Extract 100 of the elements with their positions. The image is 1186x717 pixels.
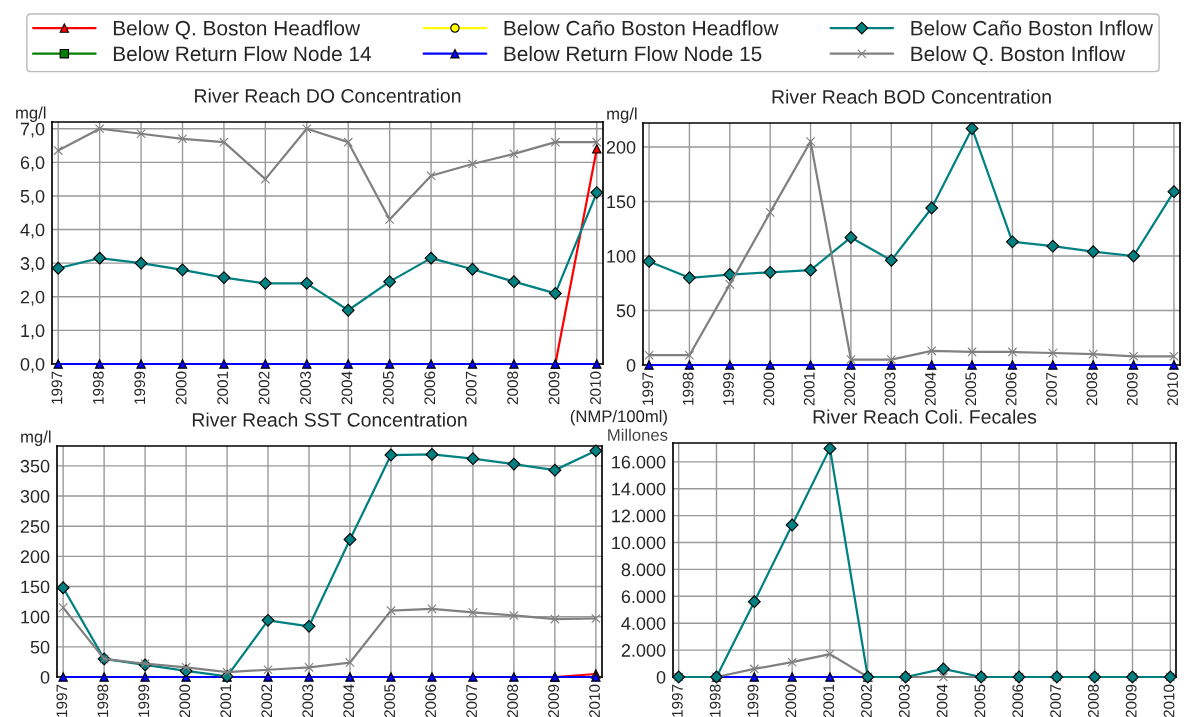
x-tick-label: 2010: [590, 371, 601, 405]
x-tick-label: 2007: [465, 371, 477, 405]
x-tick-label: 1997: [56, 684, 68, 717]
x-tick-label: 2006: [1005, 372, 1017, 406]
y-tick-label: 300: [20, 489, 50, 503]
y-tick-label: 250: [20, 520, 50, 533]
legend-label: Below Q. Boston Inflow: [911, 45, 1126, 65]
x-tick-label: 1999: [723, 372, 734, 405]
x-tick-label: 2007: [1046, 372, 1057, 406]
y-tick-label: 2,0: [20, 290, 45, 306]
y-tick-label: 12.000: [612, 509, 666, 523]
y-tick-label: 350: [20, 459, 50, 473]
y-tick-label: 150: [607, 195, 636, 209]
x-tick-label: 2000: [175, 371, 187, 405]
x-tick-label: 2004: [341, 371, 353, 405]
legend-label: Below Caño Boston Headflow: [504, 20, 779, 36]
y-tick-label: 4.000: [621, 617, 666, 630]
chart-title: River Reach BOD Concentration: [772, 89, 1051, 104]
x-tick-label: 2009: [1125, 684, 1137, 717]
legend-label: Below Return Flow Node 15: [504, 45, 762, 62]
x-tick-label: 2004: [343, 684, 355, 717]
x-tick-label: 1997: [51, 371, 63, 404]
x-tick-label: 2009: [548, 684, 559, 717]
x-tick-label: 1999: [138, 684, 150, 717]
y-tick-label: 7,0: [20, 122, 45, 138]
x-tick-label: 2010: [1163, 684, 1175, 717]
x-tick-label: 2003: [884, 372, 896, 406]
chart-title: River Reach SST Concentration: [192, 412, 467, 427]
y-tick-label: 0: [626, 358, 636, 372]
x-tick-label: 2010: [1167, 372, 1179, 406]
y-tick-label: 10.000: [612, 536, 666, 550]
y-tick-label: 5,0: [20, 189, 45, 205]
x-tick-label: 2007: [466, 684, 478, 717]
x-tick-label: 2005: [382, 371, 394, 405]
x-tick-label: 2002: [258, 371, 270, 405]
legend-label: Below Caño Boston Inflow: [911, 20, 1153, 36]
x-tick-label: 2008: [507, 371, 519, 405]
x-tick-label: 2002: [844, 372, 856, 406]
chart-title: River Reach DO Concentration: [195, 88, 461, 103]
legend-label: Below Return Flow Node 14: [113, 45, 372, 62]
x-tick-label: 2002: [261, 684, 273, 717]
y-tick-label: 1,0: [21, 324, 45, 340]
x-tick-label: 2001: [220, 684, 232, 717]
x-tick-label: 2006: [425, 684, 437, 717]
x-tick-label: 2005: [965, 372, 977, 406]
x-tick-label: 2008: [507, 684, 518, 717]
x-tick-label: 1997: [671, 684, 683, 717]
x-tick-label: 1998: [709, 684, 721, 717]
x-tick-label: 1998: [97, 684, 109, 717]
x-tick-label: 2004: [936, 684, 948, 717]
text: Millones: [608, 428, 668, 441]
x-tick-label: 2005: [384, 684, 396, 717]
legend-label: Below Q. Boston Headflow: [113, 20, 361, 40]
x-tick-label: 2008: [1087, 684, 1099, 717]
x-tick-label: 2008: [1086, 372, 1098, 406]
y-tick-label: 100: [21, 610, 50, 624]
x-tick-label: 2000: [785, 684, 797, 717]
x-tick-label: 2001: [217, 371, 229, 405]
y-axis-title: (NMP/100ml): [570, 409, 667, 426]
x-tick-label: 2007: [1050, 684, 1061, 717]
x-tick-label: 2009: [548, 371, 560, 405]
x-tick-label: 2000: [179, 684, 191, 717]
x-tick-label: 2001: [823, 684, 835, 717]
chart-title: River Reach Coli. Fecales: [813, 409, 1037, 424]
x-tick-label: 2001: [803, 372, 815, 406]
y-axis-title: mg/l: [607, 107, 637, 123]
y-tick-label: 2.000: [621, 644, 666, 657]
x-tick-label: 2009: [1126, 372, 1138, 406]
y-tick-label: 50: [30, 640, 50, 654]
y-tick-label: 100: [607, 249, 636, 263]
y-tick-label: 200: [20, 550, 50, 564]
y-tick-label: 6.000: [621, 590, 666, 604]
y-tick-label: 8.000: [621, 563, 666, 577]
y-tick-label: 16.000: [612, 455, 666, 469]
y-tick-label: 0: [656, 670, 666, 684]
y-tick-label: 0,0: [20, 357, 45, 373]
x-tick-label: 1997: [642, 372, 654, 405]
y-tick-label: 0: [40, 670, 50, 684]
y-tick-label: 4,0: [20, 223, 45, 239]
x-tick-label: 2006: [424, 371, 436, 405]
x-tick-label: 2010: [589, 684, 600, 717]
x-tick-label: 2005: [974, 684, 986, 717]
x-tick-label: 2004: [924, 372, 936, 406]
y-tick-label: 14.000: [612, 482, 666, 496]
x-tick-label: 2000: [763, 372, 775, 406]
x-tick-label: 2003: [898, 684, 910, 717]
x-tick-label: 2002: [861, 684, 872, 717]
y-tick-label: 50: [616, 304, 636, 318]
x-tick-label: 2006: [1012, 684, 1024, 717]
x-tick-label: 1999: [747, 684, 759, 717]
y-tick-label: 150: [21, 580, 50, 594]
x-tick-label: 1999: [134, 371, 146, 404]
x-tick-label: 1998: [682, 372, 694, 405]
y-axis-title: mg/l: [16, 106, 46, 122]
y-tick-label: 6,0: [20, 156, 45, 172]
x-tick-label: 2003: [300, 371, 311, 405]
y-tick-label: 3,0: [20, 257, 45, 273]
x-tick-label: 2003: [302, 684, 314, 717]
x-tick-label: 1998: [92, 371, 104, 404]
y-axis-title: mg/l: [21, 430, 51, 446]
